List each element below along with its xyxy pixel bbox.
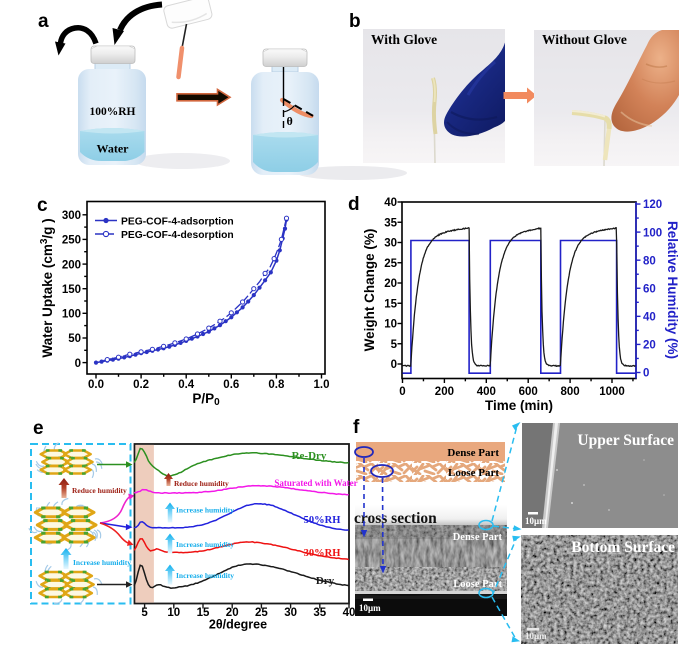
svg-text:θ: θ [287,114,293,128]
svg-text:100: 100 [62,309,81,321]
svg-text:Re-Dry: Re-Dry [292,450,327,462]
svg-text:10μm: 10μm [525,631,547,641]
svg-text:10: 10 [384,319,397,331]
svg-text:Without Glove: Without Glove [542,32,627,47]
svg-text:Loose Part: Loose Part [448,467,499,479]
svg-text:200: 200 [62,259,81,271]
svg-text:Weight Change (%): Weight Change (%) [362,229,377,352]
svg-text:15: 15 [384,299,397,311]
svg-text:35: 35 [313,607,326,619]
svg-text:0: 0 [399,386,405,398]
svg-text:2θ/degree: 2θ/degree [209,618,267,632]
svg-text:300: 300 [62,210,81,222]
svg-text:0: 0 [75,358,81,370]
svg-text:cross section: cross section [354,510,437,527]
svg-text:100%RH: 100%RH [90,106,136,118]
svg-text:0.6: 0.6 [223,379,239,391]
svg-text:10μm: 10μm [359,603,381,613]
svg-text:Relative Humidity (%): Relative Humidity (%) [665,221,680,359]
svg-text:35: 35 [384,217,397,229]
svg-text:Bottom Surface: Bottom Surface [571,539,675,556]
svg-text:60: 60 [643,284,656,296]
svg-text:Increase humidity: Increase humidity [176,506,234,515]
svg-text:0: 0 [391,359,397,371]
svg-text:Time (min): Time (min) [485,398,553,413]
svg-text:50: 50 [68,333,81,345]
svg-text:25: 25 [255,607,268,619]
svg-text:1000: 1000 [599,386,625,398]
svg-text:80: 80 [643,255,656,267]
svg-text:30%RH: 30%RH [304,548,341,559]
svg-text:250: 250 [62,235,81,247]
svg-text:200: 200 [435,386,454,398]
svg-text:Loose Part: Loose Part [453,579,502,590]
svg-text:Increase humidity: Increase humidity [176,540,234,549]
svg-text:0.0: 0.0 [88,379,104,391]
svg-text:20: 20 [643,340,656,352]
svg-text:120: 120 [643,199,662,211]
svg-text:150: 150 [62,284,81,296]
svg-text:40: 40 [643,312,656,324]
svg-text:10: 10 [167,607,180,619]
svg-text:15: 15 [197,607,210,619]
svg-text:0.2: 0.2 [133,379,149,391]
svg-text:25: 25 [384,258,397,270]
svg-text:40: 40 [384,197,397,209]
svg-text:20: 20 [384,278,397,290]
svg-text:20: 20 [226,607,239,619]
svg-text:100: 100 [643,227,662,239]
svg-text:0: 0 [643,368,649,380]
svg-text:0.8: 0.8 [268,379,285,391]
svg-text:Dense Part: Dense Part [453,532,503,543]
svg-text:600: 600 [519,386,538,398]
svg-text:Upper Surface: Upper Surface [577,432,674,449]
svg-text:400: 400 [477,386,496,398]
svg-text:Increase humidity: Increase humidity [176,571,234,580]
svg-text:Saturated with Water: Saturated with Water [274,478,357,488]
svg-text:30: 30 [284,607,297,619]
svg-text:5: 5 [141,607,148,619]
svg-text:0.4: 0.4 [178,379,195,391]
svg-text:With Glove: With Glove [371,32,437,47]
svg-text:800: 800 [561,386,580,398]
svg-text:50%RH: 50%RH [304,515,341,526]
svg-text:30: 30 [384,238,397,250]
svg-text:Dry: Dry [316,575,335,587]
svg-text:Dense Part: Dense Part [447,447,499,459]
svg-text:Water: Water [97,142,130,156]
svg-text:P/P0: P/P0 [192,391,220,408]
svg-text:1.0: 1.0 [314,379,330,391]
svg-text:Water Uptake (cm3/g ): Water Uptake (cm3/g ) [39,218,55,357]
svg-text:10μm: 10μm [525,516,547,526]
svg-text:Reduce humidity: Reduce humidity [72,486,127,495]
svg-text:Reduce humidity: Reduce humidity [174,479,229,488]
svg-text:PEG-COF-4-desorption: PEG-COF-4-desorption [121,230,234,241]
svg-text:Increase humidity: Increase humidity [73,558,131,567]
svg-text:40: 40 [343,607,356,619]
svg-text:5: 5 [391,339,398,351]
svg-text:PEG-COF-4-adsorption: PEG-COF-4-adsorption [121,217,234,228]
